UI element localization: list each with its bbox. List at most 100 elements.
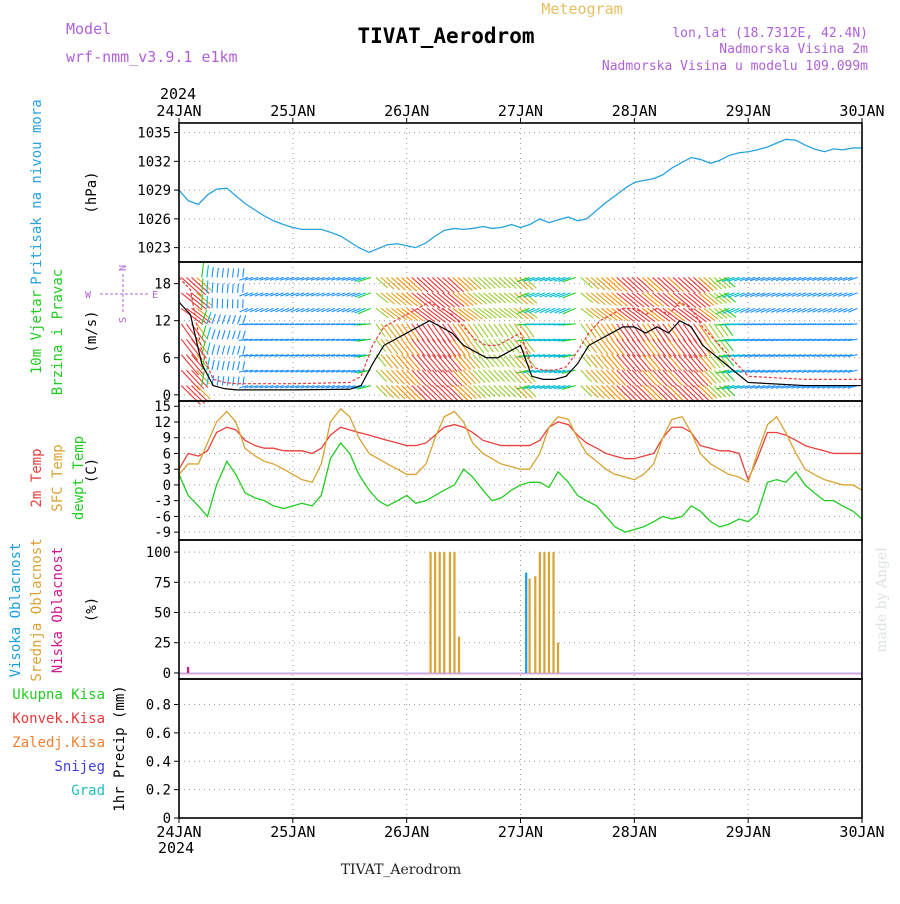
- wind-arrow: [627, 308, 645, 321]
- xtick-top-label: 25JAN: [270, 102, 315, 120]
- xtick-bottom-label: 26JAN: [384, 823, 429, 841]
- wind-arrow: [524, 324, 533, 337]
- wind-arrow: [484, 324, 493, 337]
- wind-arrow: [212, 267, 213, 277]
- ytick-label: 75: [154, 575, 171, 591]
- wind-arrow: [207, 265, 209, 277]
- wind-arrow: [761, 293, 771, 297]
- xtick-bottom-label: 28JAN: [612, 823, 657, 841]
- side-label-temp-0: 2m Temp: [29, 448, 45, 507]
- panels-group: 10231026102910321035(hPa)061218(m/s)-9-6…: [8, 99, 885, 841]
- wind-arrow: [238, 284, 239, 293]
- ytick-label: -6: [154, 509, 171, 525]
- wind-arrow: [233, 268, 234, 277]
- wind-arrow: [181, 277, 201, 295]
- wind-arrow: [233, 377, 235, 386]
- xtick-bottom-label: 27JAN: [498, 823, 543, 841]
- wind-arrow: [443, 308, 461, 321]
- xtick-bottom-label: 24JAN: [156, 823, 201, 841]
- wind-arrow: [233, 346, 235, 355]
- wind-arrow: [740, 308, 750, 312]
- wind-arrow: [606, 339, 619, 355]
- wind-arrow: [504, 277, 516, 288]
- ytick-label: 12: [154, 314, 171, 330]
- wind-arrow: [227, 268, 228, 277]
- wind-arrow: [473, 324, 483, 338]
- wind-arrow: [212, 360, 214, 370]
- ylabel-wind: (m/s): [84, 310, 100, 352]
- watermark: made by Angel: [874, 547, 890, 653]
- wind-arrow: [750, 308, 760, 312]
- ytick-label: 0: [163, 666, 171, 682]
- wind-arrow: [473, 370, 485, 383]
- wind-arrow: [417, 308, 435, 321]
- wind-arrow: [217, 315, 220, 324]
- wind-arrow: [453, 324, 465, 341]
- ytick-label: 6: [163, 351, 171, 367]
- side-label-precip-2: Zaledj.Kisa: [12, 735, 105, 751]
- ytick-label: 1035: [137, 126, 171, 142]
- wind-arrow: [238, 346, 240, 355]
- side-label-precip-4: Grad: [71, 783, 105, 799]
- wind-arrow: [212, 345, 215, 355]
- ytick-label: 3: [163, 462, 171, 478]
- wind-arrow: [217, 268, 218, 278]
- side-label-cloud-2: Niska Oblacnost: [50, 547, 66, 673]
- wind-arrow: [504, 386, 516, 398]
- ylabel-precip: 1hr Precip (mm): [112, 685, 128, 811]
- wind-arrow: [750, 293, 760, 297]
- xtick-top-label: 24JAN: [156, 102, 201, 120]
- wind-arrow: [704, 370, 716, 383]
- station-title: TIVAT_Aerodrom: [357, 24, 534, 48]
- wind-arrow: [381, 355, 392, 368]
- side-label-pressure: Pritisak na nivou mora: [29, 99, 45, 284]
- wind-arrow: [448, 324, 460, 342]
- model-label: Model: [66, 20, 111, 38]
- compass-e: E: [152, 290, 158, 301]
- wind-arrow: [222, 346, 224, 355]
- wind-arrow: [519, 324, 530, 339]
- wind-arrow: [622, 293, 639, 307]
- ylabel-pressure: (hPa): [84, 171, 100, 213]
- wind-arrow: [489, 324, 498, 337]
- side-label-temp-2: dewpt Temp: [71, 436, 87, 520]
- wind-arrow: [473, 355, 484, 368]
- footer-station: TIVAT_Aerodrom: [341, 862, 462, 878]
- wind-arrow: [222, 376, 224, 385]
- xtick-bottom-label: 30JAN: [839, 823, 884, 841]
- wind-arrow: [217, 361, 219, 371]
- wind-arrow: [504, 370, 515, 382]
- side-label-precip-1: Konvek.Kisa: [12, 711, 105, 727]
- compass-n: N: [118, 265, 129, 271]
- wind-arrow: [243, 346, 245, 355]
- wind-arrow: [771, 293, 781, 297]
- wind-arrow: [581, 370, 592, 381]
- wind-arrow: [581, 324, 590, 337]
- wind-arrow: [243, 331, 246, 340]
- wind-arrow: [391, 355, 403, 370]
- wind-arrow: [238, 331, 241, 340]
- ytick-label: 25: [154, 636, 171, 652]
- wind-arrow: [207, 343, 210, 355]
- wind-arrow: [734, 308, 744, 312]
- wind-arrow: [489, 370, 500, 382]
- wind-arrow: [468, 324, 478, 339]
- wind-arrow: [756, 308, 766, 312]
- wind-arrow: [776, 308, 785, 312]
- wind-arrow: [478, 386, 490, 398]
- wind-arrow: [212, 329, 215, 339]
- side-label-precip-0: Ukupna Kisa: [12, 687, 105, 703]
- wind-arrow: [478, 324, 488, 338]
- wind-arrow: [473, 386, 485, 398]
- wind-arrow: [233, 361, 235, 370]
- wind-arrow: [227, 315, 230, 324]
- wind-arrow: [632, 308, 650, 321]
- wind-arrow: [678, 277, 695, 293]
- wind-arrow: [719, 324, 728, 337]
- wind-arrow: [402, 339, 415, 355]
- wind-arrow: [381, 339, 392, 353]
